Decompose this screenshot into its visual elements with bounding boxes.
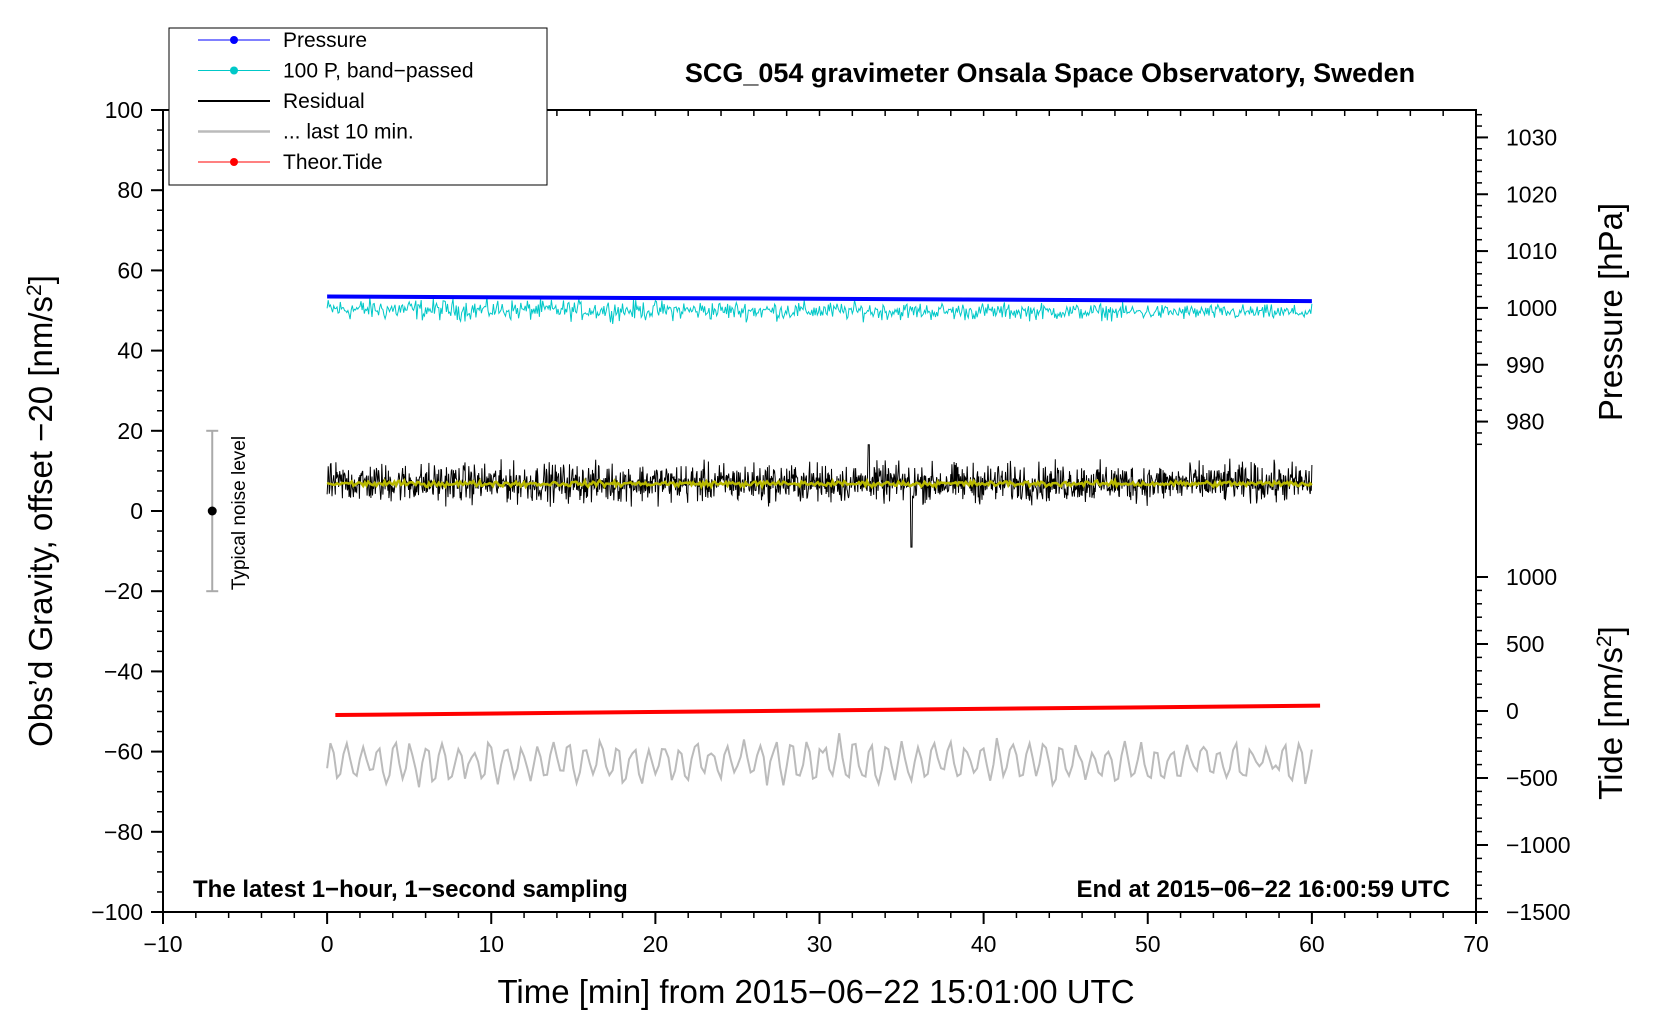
tide-tick-label: 1000 <box>1506 564 1557 590</box>
x-tick-label: 30 <box>807 931 833 957</box>
y-axis-title-left-sup: 2 <box>23 284 46 296</box>
y-axis-title-left-main: Obs’d Gravity, offset −20 [nm/s <box>22 296 59 747</box>
x-tick-label: 60 <box>1299 931 1325 957</box>
series-line-residual <box>326 444 1313 548</box>
y-tick-label: 20 <box>117 418 143 444</box>
series-line-pressure-band-passed <box>326 296 1313 324</box>
annotation-right: End at 2015−06−22 16:00:59 UTC <box>1076 876 1450 903</box>
y-tick-label: −80 <box>104 819 143 845</box>
x-tick-label: 10 <box>478 931 504 957</box>
tide-tick-label: −1500 <box>1506 899 1571 925</box>
x-tick-label: 20 <box>643 931 669 957</box>
pressure-tick-label: 1000 <box>1506 295 1557 321</box>
y-tick-label: −40 <box>104 658 143 684</box>
tide-tick-label: −1000 <box>1506 832 1571 858</box>
pressure-tick-label: 1020 <box>1506 181 1557 207</box>
y-tick-label: −60 <box>104 739 143 765</box>
legend-marker <box>230 158 238 166</box>
x-tick-label: −10 <box>143 931 182 957</box>
series-line-last-10-min <box>326 733 1313 788</box>
tide-axis-title-close: ] <box>1592 626 1629 635</box>
y-axis-title-left: Obs’d Gravity, offset −20 [nm/s2] <box>22 275 59 747</box>
legend-label: 100 P, band−passed <box>283 60 474 83</box>
legend-marker <box>230 36 238 44</box>
tide-tick-label: 500 <box>1506 631 1544 657</box>
legend-label: ... last 10 min. <box>283 121 414 144</box>
legend-label: Residual <box>283 90 365 113</box>
y-tick-label: 80 <box>117 177 143 203</box>
tide-axis-title: Tide [nm/s2] <box>1592 626 1629 800</box>
legend-label: Pressure <box>283 29 367 52</box>
pressure-tick-label: 980 <box>1506 409 1544 435</box>
annotation-left: The latest 1−hour, 1−second sampling <box>193 876 628 903</box>
noise-label: Typical noise level <box>229 436 250 590</box>
x-tick-label: 50 <box>1135 931 1161 957</box>
chart-title: SCG_054 gravimeter Onsala Space Observat… <box>685 58 1415 88</box>
x-tick-label: 70 <box>1463 931 1489 957</box>
tide-tick-label: 0 <box>1506 698 1519 724</box>
legend-label: Theor.Tide <box>283 151 383 174</box>
y-tick-label: 60 <box>117 257 143 283</box>
noise-bar <box>206 429 219 593</box>
series-line-pressure <box>327 294 1312 304</box>
pressure-tick-label: 1030 <box>1506 124 1557 150</box>
plot-series <box>326 294 1321 788</box>
tide-tick-label: −500 <box>1506 765 1558 791</box>
series-line-theor-tide <box>335 703 1321 718</box>
y-tick-label: 100 <box>105 97 143 123</box>
y-tick-label: −100 <box>91 899 143 925</box>
axes: −10 0 10 20 30 40 50 60 70100806040200−20−40−60−… <box>91 97 1570 957</box>
x-tick-label: 0 <box>321 931 334 957</box>
pressure-tick-label: 990 <box>1506 352 1544 378</box>
legend: Pressure 100 P, band−passed Residual ... la… <box>168 27 548 186</box>
noise-bar-point <box>207 506 217 516</box>
tide-axis-title-main: Tide [nm/s <box>1592 647 1629 800</box>
legend-marker <box>230 66 238 75</box>
x-tick-label: 40 <box>971 931 997 957</box>
y-tick-label: 40 <box>117 338 143 364</box>
y-axis-title-left-close: ] <box>22 275 59 284</box>
y-tick-label: −20 <box>104 578 143 604</box>
y-tick-label: 0 <box>130 498 143 524</box>
pressure-axis-title: Pressure [hPa] <box>1592 203 1629 421</box>
pressure-tick-label: 1010 <box>1506 238 1557 264</box>
x-axis-title: Time [min] from 2015−06−22 15:01:00 UTC <box>497 973 1134 1010</box>
series-line-residual-smoothed <box>326 476 1313 491</box>
tide-axis-title-sup: 2 <box>1593 635 1616 647</box>
